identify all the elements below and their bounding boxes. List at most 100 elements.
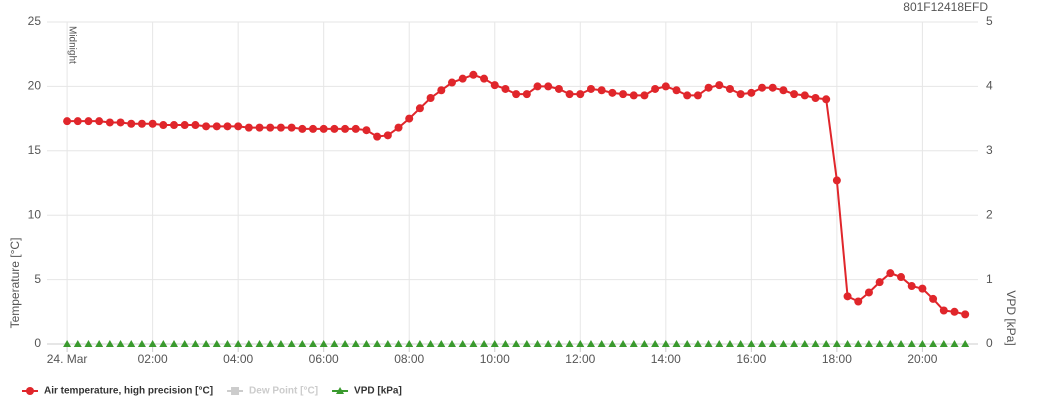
point [330, 124, 339, 133]
y-tick-label: 5 [34, 272, 41, 286]
y-tick-label: 0 [34, 336, 41, 350]
point [875, 340, 884, 347]
point [950, 340, 959, 347]
point [223, 122, 232, 131]
point [843, 340, 852, 347]
point [822, 340, 831, 347]
point [843, 292, 852, 301]
point [234, 122, 243, 131]
point [875, 278, 884, 287]
point [490, 81, 499, 90]
point [501, 340, 510, 347]
legend-label[interactable]: Air temperature, high precision [°C] [44, 386, 213, 397]
point [533, 340, 542, 347]
point [373, 340, 382, 347]
y2-tick-label: 5 [986, 14, 993, 28]
point [426, 93, 435, 102]
point [832, 340, 841, 347]
point [298, 340, 307, 347]
point [180, 340, 189, 347]
point [629, 340, 638, 347]
x-tick-label: 08:00 [394, 352, 424, 366]
point [629, 91, 638, 100]
point [608, 88, 617, 97]
point [127, 119, 136, 128]
point [137, 340, 146, 347]
point [907, 282, 916, 291]
y2-tick-label: 0 [986, 336, 993, 350]
point [309, 340, 317, 347]
point [736, 90, 745, 99]
point [351, 340, 360, 347]
point [319, 340, 328, 347]
point [405, 340, 414, 347]
point [105, 340, 114, 347]
point [180, 121, 189, 130]
series [63, 340, 970, 347]
point [330, 340, 339, 347]
point [458, 340, 467, 347]
y-tick-label: 10 [28, 207, 42, 221]
point [191, 340, 200, 347]
legend-label[interactable]: VPD [kPa] [354, 386, 402, 397]
point [84, 340, 93, 347]
point [383, 131, 392, 140]
point [469, 340, 478, 347]
y2-tick-label: 3 [986, 143, 993, 157]
point [383, 340, 392, 347]
point [362, 340, 371, 347]
point [469, 70, 478, 79]
point [672, 340, 681, 347]
point [415, 340, 424, 347]
x-tick-label: 24. Mar [47, 352, 88, 366]
x-tick-label: 02:00 [138, 352, 168, 366]
point [886, 269, 895, 278]
point [501, 84, 510, 93]
point [437, 340, 446, 347]
legend-label[interactable]: Dew Point [°C] [249, 386, 318, 397]
point [565, 90, 574, 99]
point [522, 340, 531, 347]
point [661, 340, 670, 347]
point [480, 340, 489, 347]
point [341, 124, 350, 133]
point [897, 273, 906, 282]
point [116, 340, 125, 347]
point [84, 117, 93, 126]
y2-tick-label: 1 [986, 272, 993, 286]
point [447, 340, 456, 347]
point [939, 306, 948, 315]
point [234, 340, 243, 347]
point [715, 81, 724, 90]
x-tick-label: 18:00 [822, 352, 852, 366]
point [287, 340, 296, 347]
point [148, 119, 157, 128]
point [255, 340, 264, 347]
x-tick-label: 14:00 [651, 352, 681, 366]
point [640, 91, 649, 100]
x-tick-label: 06:00 [309, 352, 339, 366]
point [918, 340, 927, 347]
point [63, 340, 72, 347]
point [939, 340, 948, 347]
point [811, 93, 820, 102]
point [447, 78, 456, 87]
point [800, 340, 809, 347]
point [159, 340, 168, 347]
point [95, 340, 104, 347]
point [950, 307, 959, 316]
x-tick-label: 12:00 [565, 352, 595, 366]
point [661, 82, 670, 91]
point [672, 86, 681, 95]
point [394, 123, 403, 132]
y-tick-label: 20 [28, 79, 42, 93]
point [437, 86, 446, 95]
point [704, 340, 713, 347]
point [512, 340, 521, 347]
point [533, 82, 542, 91]
point [95, 117, 104, 126]
series-line [67, 73, 966, 316]
point [244, 340, 253, 347]
point [148, 340, 157, 347]
